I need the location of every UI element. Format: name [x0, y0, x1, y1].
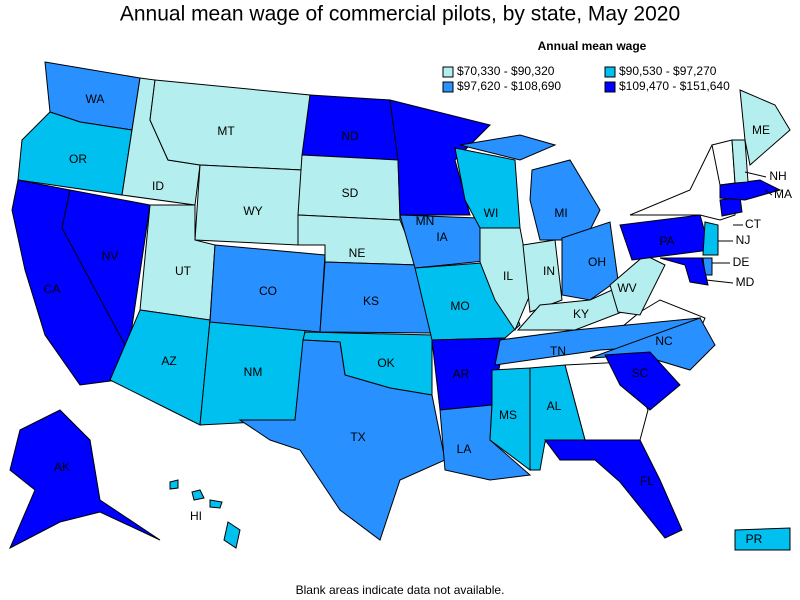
state-shape: [301, 94, 399, 161]
state-label: CA: [44, 282, 61, 296]
legend-label: $70,330 - $90,320: [457, 64, 555, 78]
state-label: WA: [86, 92, 105, 106]
state-label: AZ: [161, 354, 176, 368]
leader-lines: [705, 171, 773, 284]
state-label: NJ: [736, 233, 751, 247]
state-label: MO: [450, 299, 469, 313]
state-shape: [479, 227, 533, 332]
legend-swatch: [604, 66, 616, 78]
state-label: OR: [69, 152, 87, 166]
state-shape: [731, 139, 749, 184]
states: [8, 61, 791, 551]
legend-title: Annual mean wage: [538, 39, 647, 53]
state-label: TN: [550, 344, 566, 358]
state-label: DE: [733, 255, 750, 269]
state-shape: [561, 221, 619, 301]
state-label: OH: [588, 255, 606, 269]
state-shape: [169, 479, 241, 549]
legend-swatch: [442, 66, 454, 78]
state-label: IA: [436, 230, 447, 244]
state-label: FL: [640, 474, 654, 488]
legend-label: $97,620 - $108,690: [457, 79, 561, 93]
legend: $70,330 - $90,320 $90,530 - $97,270 $97,…: [442, 64, 730, 93]
state-label: WV: [617, 281, 636, 295]
state-label: SD: [342, 186, 359, 200]
state-label: MA: [774, 187, 792, 201]
state-shape: [702, 221, 719, 256]
state-label: AR: [453, 367, 470, 381]
state-shape: [8, 409, 161, 550]
state-shape: [734, 527, 791, 551]
state-shape: [389, 99, 491, 216]
leader-line: [705, 279, 734, 284]
leader-line: [764, 189, 773, 196]
state-label: MS: [499, 408, 517, 422]
state-shape: [489, 367, 531, 471]
state-shape: [459, 134, 601, 241]
state-label: IN: [543, 264, 555, 278]
state-label: KS: [363, 294, 379, 308]
state-label: WI: [484, 206, 499, 220]
legend-label: $90,530 - $97,270: [619, 64, 717, 78]
state-shape: [739, 89, 791, 166]
state-label: ID: [152, 179, 164, 193]
state-shape: [609, 254, 666, 316]
state-label: NV: [102, 249, 119, 263]
state-label: MD: [736, 275, 755, 289]
state-label: CT: [745, 217, 762, 231]
state-shape: [604, 351, 681, 411]
state-label: AK: [54, 460, 70, 474]
state-label: TX: [350, 430, 365, 444]
state-label: ND: [341, 129, 359, 143]
title: Annual mean wage of commercial pilots, b…: [120, 3, 680, 26]
state-label: PA: [659, 234, 674, 248]
state-label: NM: [244, 365, 263, 379]
state-shape: [238, 339, 446, 541]
state-label: AL: [547, 399, 562, 413]
state-label: KY: [573, 307, 589, 321]
leader-line: [744, 171, 767, 178]
state-label: MI: [554, 206, 567, 220]
state-label: NC: [655, 334, 673, 348]
state-label: NE: [349, 246, 366, 260]
state-label: NH: [769, 169, 786, 183]
state-label: PR: [746, 532, 763, 546]
state-label: CO: [259, 284, 277, 298]
state-label: LA: [457, 442, 472, 456]
state-label: UT: [175, 264, 192, 278]
state-shape: [659, 257, 709, 286]
state-label: OK: [377, 356, 394, 370]
legend-swatch: [604, 81, 616, 93]
state-shape: [719, 179, 782, 201]
state-label: WY: [243, 204, 262, 218]
state-label: SC: [632, 366, 649, 380]
state-label: MN: [416, 214, 435, 228]
state-label: ME: [752, 123, 770, 137]
state-labels: WA OR CA NV ID MT WY UT AZ NM CO ND SD N…: [44, 92, 792, 546]
state-shape: [522, 239, 563, 313]
state-shape: [544, 439, 683, 539]
legend-swatch: [442, 81, 454, 93]
state-label: MT: [217, 124, 235, 138]
state-shape: [529, 364, 586, 471]
legend-label: $109,470 - $151,640: [619, 79, 730, 93]
footnote: Blank areas indicate data not available.: [296, 583, 505, 597]
state-label: HI: [190, 509, 202, 523]
state-label: IL: [503, 269, 513, 283]
